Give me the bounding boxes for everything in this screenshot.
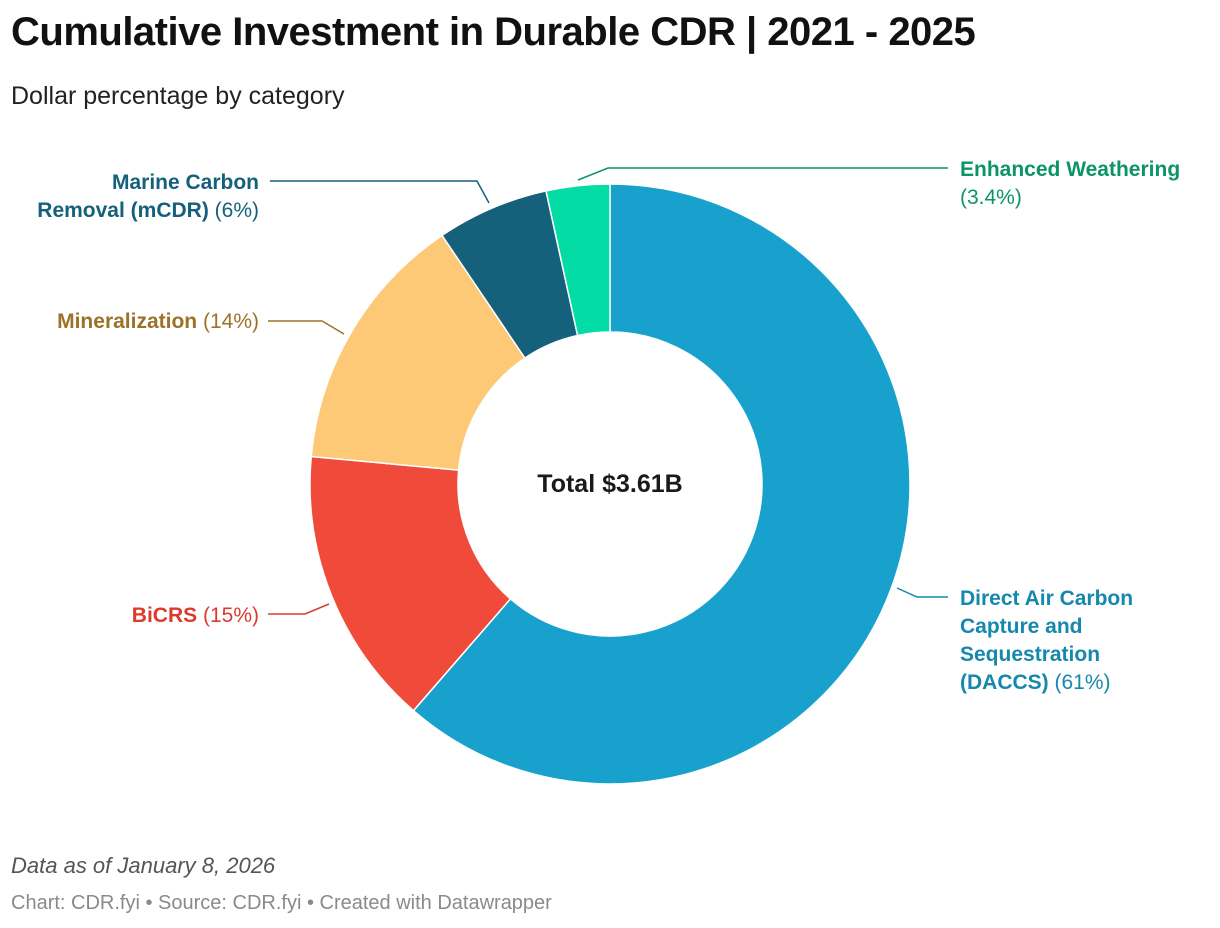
slice-value-label: (3.4%) — [960, 186, 1022, 209]
leader-line-direct-air-carbon-capture-and-sequestration-daccs — [896, 587, 948, 598]
slice-label-line: Direct Air Carbon — [960, 587, 1133, 610]
slice-value-label: (14%) — [197, 310, 259, 333]
slice-direct-air-carbon-capture-and-sequestration-daccs — [412, 183, 911, 785]
slice-label-line: Mineralization — [57, 310, 197, 333]
slice-label-line: BiCRS — [132, 604, 197, 627]
slice-label-line: (DACCS) — [960, 671, 1049, 694]
slice-label-mineralization: Mineralization (14%) — [57, 310, 259, 333]
slice-bicrs — [309, 455, 512, 712]
data-date-note: Data as of January 8, 2026 — [11, 853, 276, 878]
slice-enhanced-weathering — [545, 183, 611, 337]
chart-title: Cumulative Investment in Durable CDR | 2… — [11, 10, 976, 54]
chart-credits: Chart: CDR.fyi • Source: CDR.fyi • Creat… — [11, 892, 552, 914]
slice-label-line: Removal (mCDR) — [37, 199, 209, 222]
slice-label-line: Capture and — [960, 615, 1083, 638]
slice-labels: Direct Air Carbon Capture and Sequestratio… — [37, 158, 1180, 694]
slice-mineralization — [310, 234, 526, 471]
leader-line-enhanced-weathering — [577, 167, 948, 181]
slice-label-direct-air-carbon-capture-and-sequestration-daccs: Direct Air Carbon Capture and Sequestratio… — [960, 587, 1133, 694]
slice-label-bicrs: BiCRS (15%) — [132, 604, 259, 627]
leader-line-bicrs — [268, 603, 330, 615]
leader-line-marine-carbon-removal-mcdr — [270, 180, 490, 204]
slice-value-label: (61%) — [1049, 671, 1111, 694]
slice-value-label: (6%) — [209, 199, 259, 222]
donut-slices — [309, 183, 911, 785]
slice-value-label: (15%) — [197, 604, 259, 627]
center-total-label: Total $3.61B — [537, 470, 682, 498]
slice-label-marine-carbon-removal-mcdr: Marine Carbon Removal (mCDR) (6%) — [37, 171, 259, 222]
slice-label-line: Enhanced Weathering — [960, 158, 1180, 181]
slice-label-enhanced-weathering: Enhanced Weathering (3.4%) — [960, 158, 1180, 209]
leader-lines — [268, 167, 948, 615]
slice-label-line: Marine Carbon — [112, 171, 259, 194]
chart-subtitle: Dollar percentage by category — [11, 82, 345, 110]
slice-label-line: Sequestration — [960, 643, 1100, 666]
leader-line-mineralization — [268, 320, 345, 335]
